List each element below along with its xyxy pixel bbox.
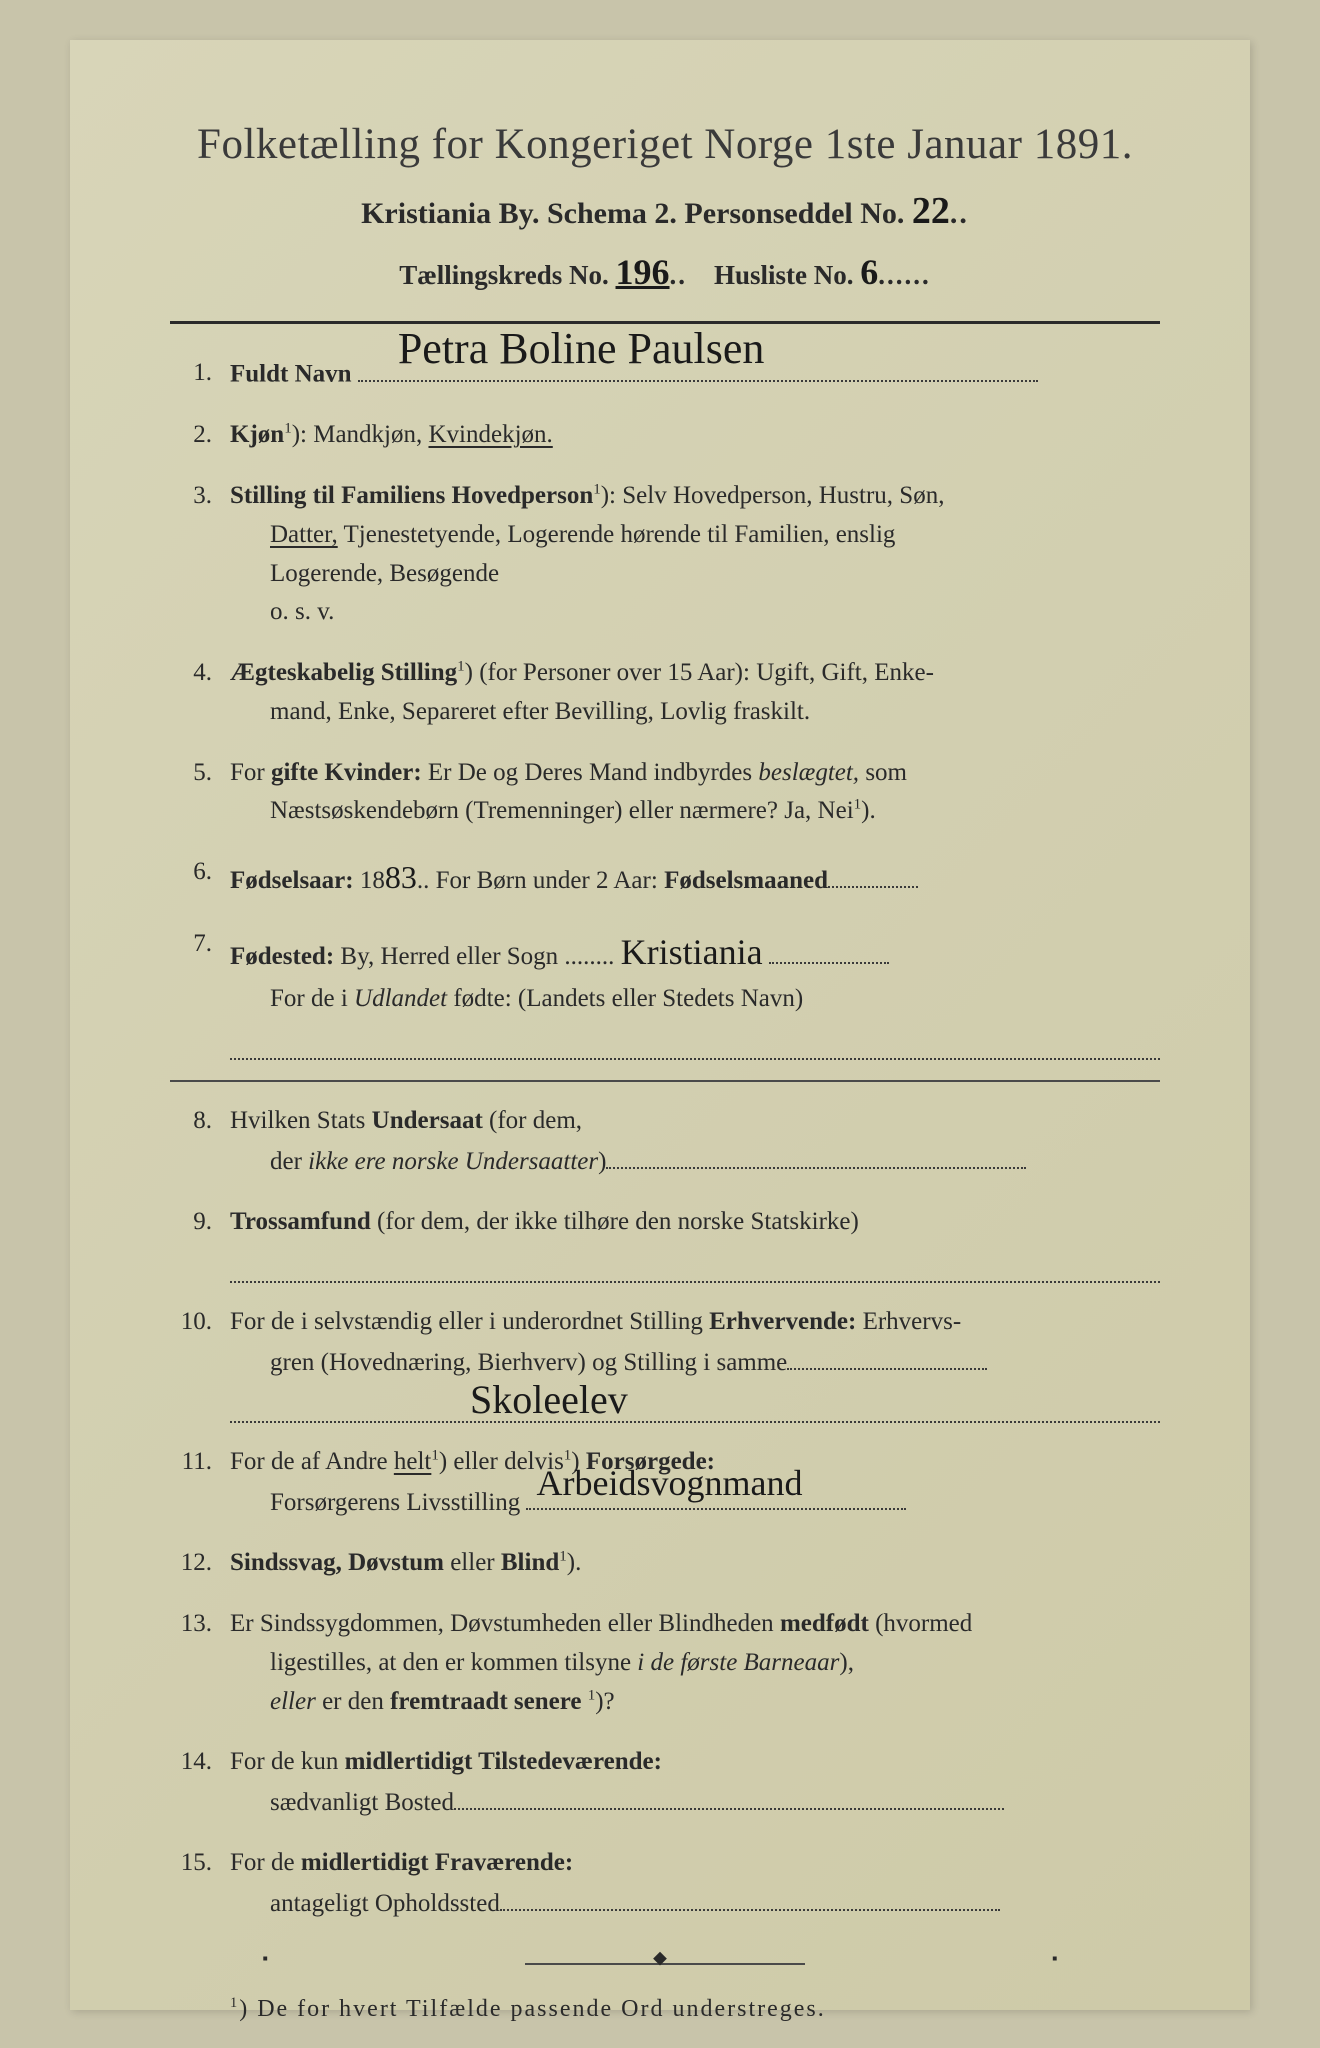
field-11: 11. For de af Andre helt1) eller delvis1… xyxy=(170,1443,1160,1522)
field-3: 3. Stilling til Familiens Hovedperson1):… xyxy=(170,477,1160,632)
dotline-after-9 xyxy=(230,1264,1160,1283)
num-11: 11. xyxy=(170,1443,230,1522)
label-trossamfund: Trossamfund xyxy=(230,1208,371,1235)
num-2: 2. xyxy=(170,416,230,455)
label-medfodt: medfødt xyxy=(780,1610,869,1637)
field-10: 10. For de i selvstændig eller i underor… xyxy=(170,1303,1160,1382)
value-year: 83 xyxy=(385,853,417,903)
title-sub-prefix: Kristiania By. Schema 2. Personseddel No… xyxy=(361,197,904,230)
field-15: 15. For de midlertidigt Fraværende: anta… xyxy=(170,1844,1160,1923)
page-marks: ⬝⬥⬝ xyxy=(70,1947,1250,1970)
field-14: 14. For de kun midlertidigt Tilstedevære… xyxy=(170,1743,1160,1822)
value-erhverv: Skoleelev xyxy=(470,1376,628,1423)
label-fravaerende: midlertidigt Fraværende: xyxy=(301,1849,573,1876)
dotline-skoleelev: Skoleelev xyxy=(230,1404,1160,1423)
dotline-after-7 xyxy=(230,1041,1160,1060)
field-6: 6. Fødselsaar: 1883.. For Børn under 2 A… xyxy=(170,853,1160,903)
label-sindssvag: Sindssvag, Døvstum xyxy=(230,1549,444,1576)
field-4: 4. Ægteskabelig Stilling1) (for Personer… xyxy=(170,654,1160,732)
value-name: Petra Boline Paulsen xyxy=(398,315,765,383)
datter-underlined: Datter, xyxy=(270,521,338,548)
num-3: 3. xyxy=(170,477,230,632)
footnote: 1) De for hvert Tilfælde passende Ord un… xyxy=(170,1995,1160,2023)
value-fodested: Kristiania xyxy=(621,925,763,981)
num-14: 14. xyxy=(170,1743,230,1822)
num-9: 9. xyxy=(170,1203,230,1242)
field-1: 1. Fuldt Navn Petra Boline Paulsen xyxy=(170,354,1160,394)
num-15: 15. xyxy=(170,1844,230,1923)
label-kjon: Kjøn xyxy=(230,421,284,448)
personseddel-no: 22 xyxy=(912,189,950,233)
title-sub: Kristiania By. Schema 2. Personseddel No… xyxy=(170,189,1160,233)
field-7: 7. Fødested: By, Herred eller Sogn .....… xyxy=(170,925,1160,1020)
num-4: 4. xyxy=(170,654,230,732)
field-13: 13. Er Sindssygdommen, Døvstumheden elle… xyxy=(170,1605,1160,1721)
num-1: 1. xyxy=(170,354,230,394)
num-10: 10. xyxy=(170,1303,230,1382)
label-stilling: Stilling til Familiens Hovedperson xyxy=(230,482,593,509)
num-5: 5. xyxy=(170,754,230,832)
field-12: 12. Sindssvag, Døvstum eller Blind1). xyxy=(170,1544,1160,1583)
field-2: 2. Kjøn1): Mandkjøn, Kvindekjøn. xyxy=(170,416,1160,455)
num-8: 8. xyxy=(170,1102,230,1181)
taellingskreds-no: 196 xyxy=(616,251,670,293)
label-tilstede: midlertidigt Tilstedeværende: xyxy=(345,1748,662,1775)
kvindekjon-underlined: Kvindekjøn. xyxy=(428,421,552,448)
title-sub2: Tællingskreds No. 196.. Husliste No. 6..… xyxy=(170,251,1160,293)
num-13: 13. xyxy=(170,1605,230,1721)
label-gifte-kvinder: gifte Kvinder: xyxy=(271,759,422,786)
field-9: 9. Trossamfund (for dem, der ikke tilhør… xyxy=(170,1203,1160,1242)
label-fuldt-navn: Fuldt Navn xyxy=(230,361,352,388)
husliste-label: Husliste No. xyxy=(714,260,854,290)
label-fodselsaar: Fødselsaar: xyxy=(230,867,354,894)
field-5: 5. For gifte Kvinder: Er De og Deres Man… xyxy=(170,754,1160,832)
label-aegteskab: Ægteskabelig Stilling xyxy=(230,659,457,686)
rule-mid xyxy=(170,1080,1160,1082)
value-forsorger: Arbeidsvognmand xyxy=(536,1456,802,1512)
husliste-no: 6 xyxy=(860,251,878,293)
num-7: 7. xyxy=(170,925,230,1020)
num-12: 12. xyxy=(170,1544,230,1583)
census-form-paper: Folketælling for Kongeriget Norge 1ste J… xyxy=(70,40,1250,2010)
taellingskreds-label: Tællingskreds No. xyxy=(399,260,609,290)
title-main: Folketælling for Kongeriget Norge 1ste J… xyxy=(170,120,1160,169)
field-8: 8. Hvilken Stats Undersaat (for dem, der… xyxy=(170,1102,1160,1181)
num-6: 6. xyxy=(170,853,230,903)
label-erhvervende: Erhvervende: xyxy=(709,1308,856,1335)
label-fodested: Fødested: xyxy=(230,943,334,970)
label-undersaat: Undersaat xyxy=(372,1107,483,1134)
